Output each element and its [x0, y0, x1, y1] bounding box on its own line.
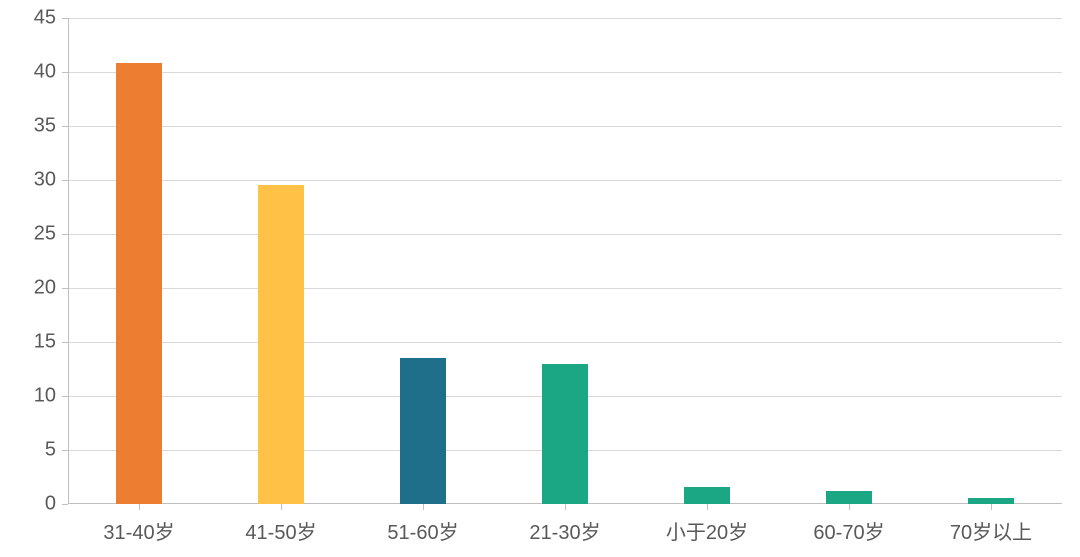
y-tick-mark — [62, 126, 68, 127]
y-tick-label: 25 — [0, 223, 56, 246]
y-tick-mark — [62, 504, 68, 505]
gridline — [68, 126, 1062, 127]
bar — [116, 63, 161, 504]
y-tick-mark — [62, 72, 68, 73]
y-tick-label: 15 — [0, 331, 56, 354]
y-tick-label: 5 — [0, 439, 56, 462]
age-distribution-chart: 0 5 10 15 20 25 30 35 40 45 31-40岁 41-50岁 51-60岁 21-… — [0, 0, 1080, 557]
y-tick-label: 35 — [0, 115, 56, 138]
y-tick-mark — [62, 342, 68, 343]
gridline — [68, 342, 1062, 343]
x-tick-label: 70岁以上 — [950, 516, 1032, 545]
y-tick-label: 45 — [0, 7, 56, 30]
x-tick-label: 31-40岁 — [103, 516, 174, 545]
y-tick-mark — [62, 180, 68, 181]
bar — [542, 364, 587, 504]
x-tick-mark — [991, 504, 992, 510]
plot-area — [68, 18, 1062, 504]
x-tick-label: 41-50岁 — [245, 516, 316, 545]
x-tick-label: 51-60岁 — [387, 516, 458, 545]
y-tick-label: 10 — [0, 385, 56, 408]
x-tick-mark — [281, 504, 282, 510]
gridline — [68, 288, 1062, 289]
y-tick-mark — [62, 396, 68, 397]
x-tick-mark — [565, 504, 566, 510]
bar — [258, 185, 303, 504]
gridline — [68, 234, 1062, 235]
x-tick-mark — [139, 504, 140, 510]
gridline — [68, 18, 1062, 19]
x-tick-label: 60-70岁 — [813, 516, 884, 545]
bar — [400, 358, 445, 504]
y-tick-mark — [62, 450, 68, 451]
y-tick-label: 30 — [0, 169, 56, 192]
bar — [684, 487, 729, 504]
y-axis-line — [68, 18, 69, 504]
bar — [826, 491, 871, 504]
y-tick-mark — [62, 234, 68, 235]
x-tick-mark — [707, 504, 708, 510]
x-tick-label: 21-30岁 — [529, 516, 600, 545]
y-tick-label: 40 — [0, 61, 56, 84]
x-tick-mark — [849, 504, 850, 510]
y-tick-mark — [62, 288, 68, 289]
x-tick-label: 小于20岁 — [666, 516, 748, 545]
x-tick-mark — [423, 504, 424, 510]
gridline — [68, 180, 1062, 181]
gridline — [68, 72, 1062, 73]
y-tick-label: 20 — [0, 277, 56, 300]
y-tick-mark — [62, 18, 68, 19]
y-tick-label: 0 — [0, 493, 56, 516]
